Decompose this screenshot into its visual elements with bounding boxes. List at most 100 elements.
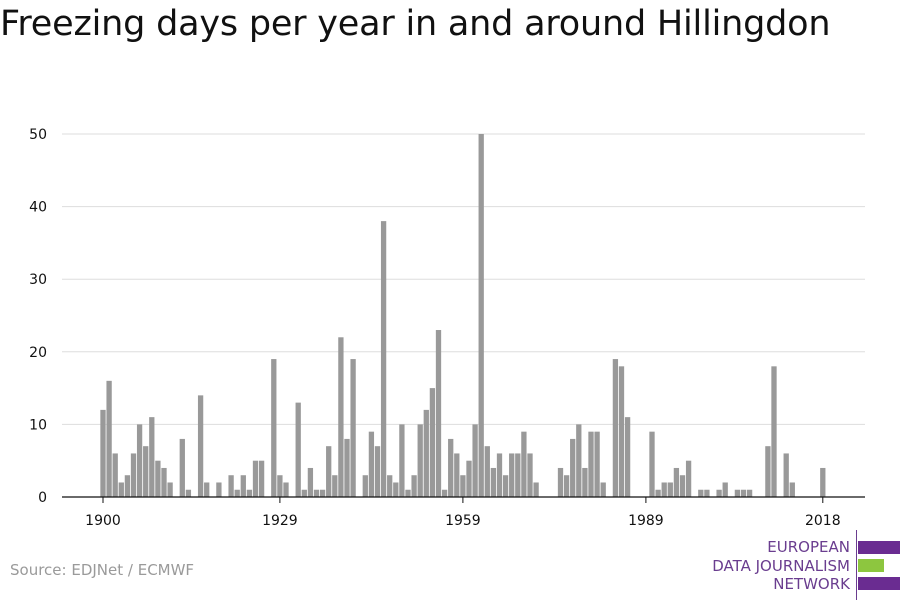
- x-tick-label: 2018: [805, 513, 841, 529]
- bar-1901: [106, 380, 112, 497]
- bar-1913: [179, 438, 185, 497]
- bar-1964: [490, 467, 497, 497]
- bar-1905: [130, 453, 137, 497]
- bar-1908: [149, 417, 155, 497]
- bar-2013: [789, 482, 795, 497]
- chart-title: Freezing days per year in and around Hil…: [0, 4, 831, 44]
- bar-1982: [600, 482, 606, 497]
- bar-2004: [734, 489, 741, 497]
- bar-1923: [240, 475, 246, 497]
- bar-1944: [368, 431, 375, 497]
- bar-2012: [783, 453, 789, 497]
- bar-1904: [124, 475, 131, 497]
- bar-1939: [338, 337, 344, 497]
- bar-1928: [271, 359, 277, 497]
- bar-1933: [301, 489, 307, 497]
- bar-1990: [649, 431, 655, 497]
- logo-text-network: NETWORK: [773, 575, 850, 593]
- bar-2005: [740, 489, 747, 497]
- bar-1900: [100, 409, 106, 497]
- bar-1951: [411, 475, 417, 497]
- bar-1971: [533, 482, 539, 497]
- bar-1956: [441, 489, 448, 497]
- bar-1991: [655, 489, 661, 497]
- bar-1934: [307, 467, 314, 497]
- bar-1925: [252, 460, 259, 497]
- bar-2006: [746, 489, 753, 497]
- bar-1911: [167, 482, 173, 497]
- bar-1980: [588, 431, 594, 497]
- y-tick-label: 40: [29, 200, 47, 216]
- bar-1903: [118, 482, 124, 497]
- bar-1948: [393, 482, 399, 497]
- grid-lines: [62, 133, 865, 425]
- bar-1932: [295, 402, 301, 497]
- bar-1996: [685, 460, 692, 497]
- bar-1965: [496, 453, 503, 497]
- x-tick-label: 1900: [85, 513, 121, 529]
- logo-divider: [856, 530, 857, 600]
- bar-1981: [594, 431, 600, 497]
- bar-1943: [362, 475, 368, 497]
- y-tick-label: 30: [29, 272, 47, 288]
- logo-text-european: EUROPEAN: [767, 538, 850, 556]
- bar-1986: [624, 417, 631, 497]
- bar-1930: [283, 482, 289, 497]
- bar-1967: [509, 453, 515, 497]
- bar-1993: [667, 482, 673, 497]
- bar-1985: [618, 366, 625, 497]
- bar-1952: [417, 424, 423, 497]
- logo-bar-middle: [858, 559, 884, 572]
- bar-1947: [387, 475, 393, 497]
- bar-1917: [204, 482, 210, 497]
- bar-1960: [466, 460, 472, 497]
- bar-1969: [521, 431, 527, 497]
- bar-1916: [197, 395, 204, 497]
- bar-1950: [405, 489, 411, 497]
- bar-1955: [435, 330, 442, 497]
- bar-1966: [502, 475, 509, 497]
- bar-1922: [234, 489, 240, 497]
- bar-1970: [527, 453, 533, 497]
- bar-2018: [820, 467, 826, 497]
- y-tick-label: 50: [29, 127, 47, 143]
- bar-1936: [319, 489, 326, 497]
- logo-bar-bottom: [858, 577, 900, 590]
- bar-1978: [576, 424, 582, 497]
- bar-2001: [716, 489, 722, 497]
- bar-1959: [460, 475, 466, 497]
- bar-1907: [143, 446, 149, 497]
- bar-1938: [332, 475, 338, 497]
- bar-1976: [563, 475, 570, 497]
- logo-text-data-journalism: DATA JOURNALISM: [712, 557, 850, 575]
- bar-1962: [478, 134, 484, 497]
- y-tick-label: 10: [29, 417, 47, 433]
- bar-1958: [454, 453, 460, 497]
- bar-1999: [704, 489, 710, 497]
- bar-1909: [155, 460, 161, 497]
- bar-1954: [429, 388, 436, 497]
- bar-1953: [423, 409, 429, 497]
- bar-1910: [161, 467, 167, 497]
- x-axis: 1900 1929 1959 1989 2018: [62, 496, 865, 529]
- edjnet-logo: EUROPEAN DATA JOURNALISM NETWORK: [700, 530, 900, 600]
- bar-1998: [698, 489, 704, 497]
- bar-1994: [673, 467, 680, 497]
- bar-1902: [112, 453, 118, 497]
- bar-1957: [448, 438, 454, 497]
- x-tick-label: 1929: [262, 513, 298, 529]
- bar-1946: [380, 221, 387, 497]
- bar-1961: [472, 424, 478, 497]
- bar-1906: [136, 424, 143, 497]
- x-tick-label: 1959: [445, 513, 481, 529]
- bar-1995: [679, 475, 686, 497]
- bar-1914: [185, 489, 192, 497]
- bar-2002: [722, 482, 728, 497]
- bar-1979: [582, 467, 588, 497]
- bar-1929: [277, 475, 283, 497]
- bar-1919: [216, 482, 222, 497]
- source-note: Source: EDJNet / ECMWF: [10, 561, 195, 579]
- bar-1949: [399, 424, 405, 497]
- y-tick-label: 0: [38, 490, 47, 506]
